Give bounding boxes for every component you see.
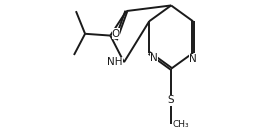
Text: N: N (151, 53, 158, 63)
Text: S: S (168, 95, 174, 105)
Text: NH: NH (107, 57, 123, 67)
Text: N: N (189, 54, 197, 64)
Text: O: O (112, 29, 120, 39)
Text: CH₃: CH₃ (172, 120, 189, 129)
